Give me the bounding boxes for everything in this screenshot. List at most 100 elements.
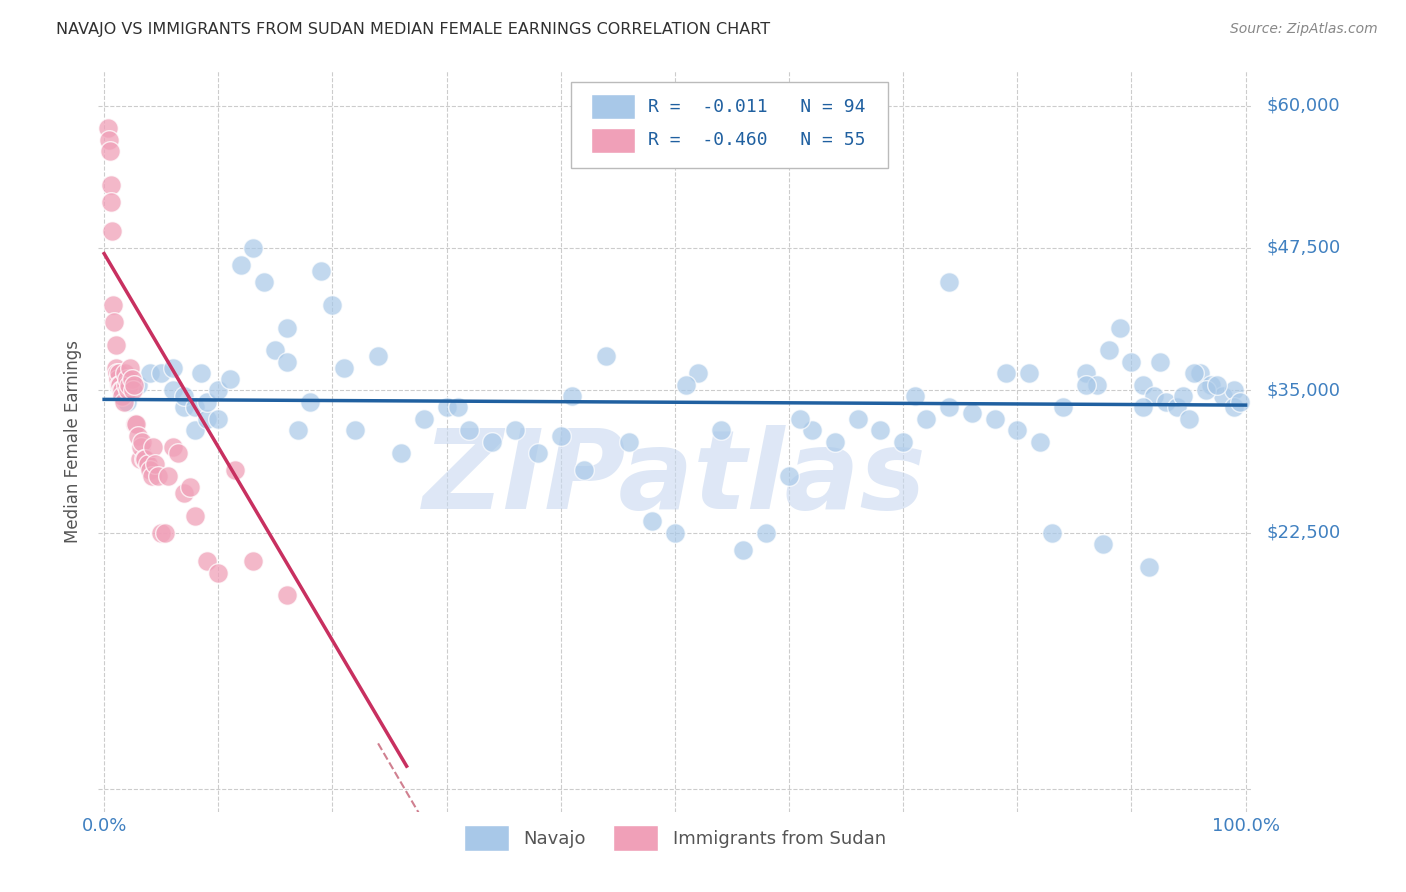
- Point: [1074, 377, 1097, 392]
- Point: [97, 133, 120, 147]
- Point: [131, 434, 153, 449]
- Point: [173, 485, 195, 500]
- Point: [111, 389, 134, 403]
- Point: [184, 401, 207, 415]
- Point: [344, 423, 367, 437]
- Point: [994, 366, 1017, 380]
- Point: [1177, 411, 1199, 425]
- Point: [641, 514, 664, 528]
- Point: [105, 366, 128, 380]
- Point: [595, 349, 617, 363]
- Point: [100, 178, 122, 193]
- Point: [136, 458, 159, 472]
- Point: [153, 525, 176, 540]
- Point: [1132, 377, 1154, 392]
- Point: [125, 417, 148, 432]
- Point: [1074, 366, 1097, 380]
- Point: [207, 411, 229, 425]
- Point: [458, 423, 481, 437]
- Text: Source: ZipAtlas.com: Source: ZipAtlas.com: [1230, 22, 1378, 37]
- Point: [162, 360, 184, 375]
- Point: [207, 566, 229, 580]
- Point: [389, 446, 412, 460]
- Point: [167, 446, 190, 460]
- Point: [110, 384, 132, 398]
- Point: [96, 121, 118, 136]
- Point: [1166, 401, 1188, 415]
- Point: [709, 423, 731, 437]
- Point: [117, 384, 139, 398]
- Point: [100, 195, 122, 210]
- Point: [412, 411, 434, 425]
- Point: [1195, 384, 1218, 398]
- Point: [142, 440, 165, 454]
- Point: [173, 401, 195, 415]
- Point: [195, 554, 218, 568]
- Point: [778, 468, 800, 483]
- Text: NAVAJO VS IMMIGRANTS FROM SUDAN MEDIAN FEMALE EARNINGS CORRELATION CHART: NAVAJO VS IMMIGRANTS FROM SUDAN MEDIAN F…: [56, 22, 770, 37]
- Bar: [591, 95, 634, 120]
- Point: [891, 434, 914, 449]
- Point: [157, 468, 180, 483]
- Point: [184, 423, 207, 437]
- Point: [104, 360, 127, 375]
- Legend: Navajo, Immigrants from Sudan: Navajo, Immigrants from Sudan: [457, 818, 893, 858]
- Text: R =  -0.011   N = 94: R = -0.011 N = 94: [648, 98, 866, 116]
- Point: [1040, 525, 1063, 540]
- Point: [242, 241, 264, 255]
- Text: ZIPatlas: ZIPatlas: [423, 425, 927, 532]
- Point: [321, 298, 343, 312]
- Point: [207, 384, 229, 398]
- Point: [173, 389, 195, 403]
- Point: [276, 355, 298, 369]
- Point: [436, 401, 458, 415]
- Point: [1206, 377, 1229, 392]
- Point: [127, 377, 149, 392]
- Point: [903, 389, 925, 403]
- Point: [561, 389, 583, 403]
- Point: [789, 411, 811, 425]
- Text: $35,000: $35,000: [1267, 381, 1340, 400]
- Point: [550, 429, 572, 443]
- Point: [121, 384, 143, 398]
- Point: [127, 429, 149, 443]
- Point: [1109, 320, 1132, 334]
- Point: [1018, 366, 1040, 380]
- Point: [1201, 377, 1223, 392]
- Point: [132, 451, 155, 466]
- Point: [122, 377, 145, 392]
- Point: [115, 372, 138, 386]
- Bar: [591, 128, 634, 153]
- Point: [98, 144, 121, 158]
- Point: [1085, 377, 1108, 392]
- Point: [218, 372, 240, 386]
- Point: [224, 463, 246, 477]
- Point: [264, 343, 287, 358]
- Point: [195, 394, 218, 409]
- Point: [846, 411, 869, 425]
- Point: [1052, 401, 1074, 415]
- Point: [146, 468, 169, 483]
- Point: [1223, 401, 1246, 415]
- Point: [983, 411, 1005, 425]
- Point: [121, 372, 143, 386]
- Point: [276, 320, 298, 334]
- Point: [162, 384, 184, 398]
- Point: [309, 263, 332, 277]
- Point: [114, 366, 136, 380]
- Point: [527, 446, 550, 460]
- Point: [120, 360, 142, 375]
- Point: [1182, 366, 1205, 380]
- Point: [107, 372, 129, 386]
- Point: [195, 411, 218, 425]
- Point: [869, 423, 891, 437]
- Point: [367, 349, 389, 363]
- Point: [141, 468, 163, 483]
- Point: [1029, 434, 1052, 449]
- Point: [1149, 355, 1171, 369]
- Point: [800, 423, 823, 437]
- Point: [572, 463, 595, 477]
- Point: [104, 337, 127, 351]
- Point: [824, 434, 846, 449]
- Point: [103, 298, 125, 312]
